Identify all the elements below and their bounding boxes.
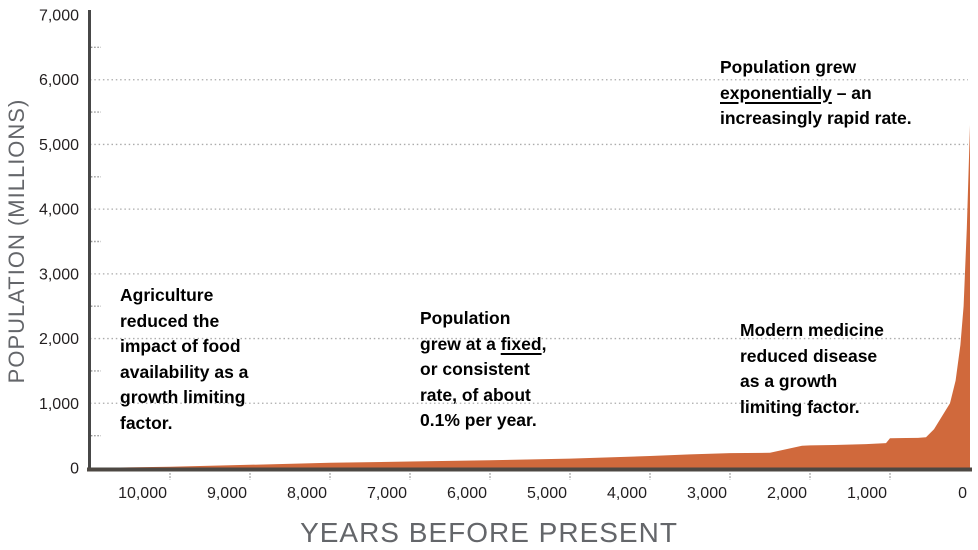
annotation-text: reduced the (120, 310, 220, 331)
annotation-text: as a growth (740, 371, 838, 391)
annotation-text: or consistent (420, 359, 530, 379)
annotation-text: rate, of about (420, 384, 531, 405)
annotation-line: Modern medicine (740, 318, 884, 344)
annotation-text: Population (420, 308, 511, 328)
x-tick-label-3000: 3,000 (687, 485, 727, 502)
annotation-text: , (541, 333, 547, 354)
y-tick-label-6000: 6,000 (39, 72, 79, 89)
annotation-exponential-growth: Population grew exponentially – an increas… (720, 55, 912, 132)
annotation-line: increasingly rapid rate. (720, 106, 912, 132)
annotation-text: impact of food (120, 336, 241, 356)
x-axis-title: YEARS BEFORE PRESENT (300, 517, 678, 548)
x-tick-label-8000: 8,000 (287, 485, 327, 502)
annotation-text: growth limiting (120, 387, 246, 407)
y-axis-title: POPULATION (MILLIONS) (4, 98, 29, 384)
annotation-text: Modern medicine (740, 320, 884, 340)
y-tick-label-7000: 7,000 (39, 8, 79, 25)
annotation-text: limiting factor. (740, 396, 860, 417)
annotation-line: reduced the (120, 309, 248, 335)
annotation-line: availability as a (120, 360, 248, 386)
annotation-text: increasingly rapid rate. (720, 108, 912, 128)
x-tick-label-7000: 7,000 (367, 485, 407, 502)
annotation-line: reduced disease (740, 344, 884, 370)
annotation-line: factor. (120, 411, 248, 437)
x-tick-label-9000: 9,000 (207, 485, 247, 502)
x-tick-label-0: 0 (958, 485, 967, 502)
annotation-text: reduced disease (740, 345, 878, 366)
y-tick-label-5000: 5,000 (39, 137, 79, 154)
y-tick-label-1000: 1,000 (39, 396, 79, 413)
annotation-line: as a growth (740, 369, 884, 395)
annotation-fixed-rate: Population grew at a fixed, or consistent r… (420, 306, 546, 434)
annotation-line: 0.1% per year. (420, 408, 546, 434)
x-tick-label-2000: 2,000 (767, 485, 807, 502)
y-tick-label-2000: 2,000 (39, 331, 79, 348)
annotation-line: Population grew (720, 55, 912, 81)
annotation-text: – an (831, 82, 872, 103)
annotation-text: factor. (120, 412, 173, 433)
x-tick-label-5000: 5,000 (527, 485, 567, 502)
annotation-line: rate, of about (420, 383, 546, 409)
annotation-text: 0.1% per year. (420, 410, 537, 430)
annotation-line: Population (420, 306, 546, 332)
annotation-text: grew at a (420, 333, 501, 354)
annotation-line: exponentially – an (720, 81, 912, 107)
annotation-modern-medicine: Modern medicine reduced disease as a growt… (740, 318, 884, 420)
annotation-line: Agriculture (120, 283, 248, 309)
annotation-line: impact of food (120, 334, 248, 360)
x-tick-label-1000: 1,000 (847, 485, 887, 502)
annotation-line: growth limiting (120, 385, 248, 411)
x-tick-label-6000: 6,000 (447, 485, 487, 502)
annotation-line: or consistent (420, 357, 546, 383)
annotation-text: Agriculture (120, 285, 214, 305)
x-tick-label-10000: 10,000 (118, 485, 167, 502)
annotation-agriculture: Agriculture reduced the impact of food avai… (120, 283, 248, 436)
annotation-line: limiting factor. (740, 395, 884, 421)
underlined-term: exponentially (720, 82, 832, 103)
x-tick-label-4000: 4,000 (607, 485, 647, 502)
annotation-line: grew at a fixed, (420, 332, 546, 358)
annotation-text: availability as a (120, 361, 249, 382)
annotation-text: Population grew (720, 57, 857, 77)
y-tick-label-4000: 4,000 (39, 202, 79, 219)
y-tick-label-0: 0 (70, 461, 79, 478)
y-tick-label-3000: 3,000 (39, 266, 79, 283)
underlined-term: fixed (500, 333, 542, 354)
